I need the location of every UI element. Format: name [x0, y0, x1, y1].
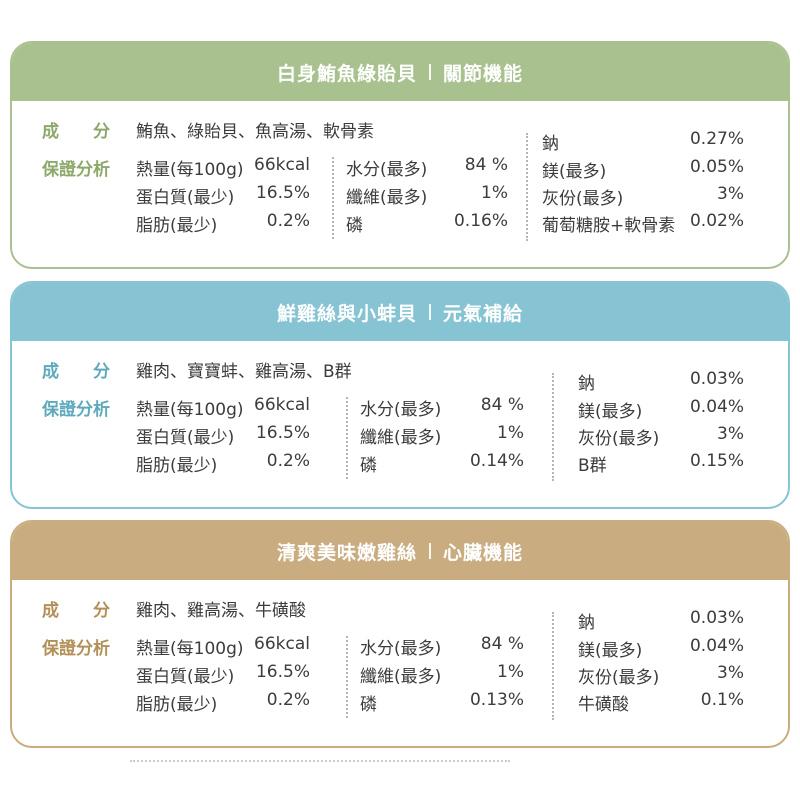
- nutrient-value: 0.05%: [689, 157, 744, 177]
- ingredients-text: 雞肉、寶寶蚌、雞高湯、B群: [136, 362, 352, 382]
- nutrient-value: 84 %: [480, 395, 524, 415]
- nutrient-value: 0.2%: [266, 211, 310, 231]
- nutrient-value: 3%: [717, 424, 744, 444]
- analysis-label: 保證分析: [42, 639, 110, 659]
- nutrient-value: 3%: [717, 663, 744, 683]
- product-title: 鮮雞絲與小蚌貝: [276, 302, 417, 325]
- nutrient-value: 0.13%: [469, 690, 524, 710]
- nutrient-name: 水分(最多): [360, 400, 442, 420]
- nutrient-value: 0.03%: [689, 608, 744, 628]
- nutrient-name: 磷: [346, 216, 363, 236]
- nutrient-value: 0.02%: [689, 211, 744, 231]
- nutrient-name: 熱量(每100g): [136, 400, 244, 420]
- nutrient-name: 葡萄糖胺+軟骨素: [542, 216, 676, 236]
- nutrient-name: 鈉: [578, 613, 595, 633]
- card-header: 白身鮪魚綠貽貝 關節機能: [12, 43, 788, 101]
- nutrient-name: 熱量(每100g): [136, 160, 244, 180]
- product-card-tuna-mussel: 白身鮪魚綠貽貝 關節機能 成 分 鮪魚、綠貽貝、魚高湯、軟骨素 保證分析 熱量(…: [10, 41, 790, 269]
- nutrient-value: 66kcal: [254, 155, 310, 175]
- card-body: 成 分 雞肉、雞高湯、牛磺酸 保證分析 熱量(每100g) 66kcal 蛋白質…: [12, 580, 788, 746]
- nutrient-name: 灰份(最多): [542, 189, 624, 209]
- ingredients-text: 鮪魚、綠貽貝、魚高湯、軟骨素: [136, 122, 374, 142]
- nutrient-name: 蛋白質(最少): [136, 667, 235, 687]
- title-divider: [429, 64, 431, 80]
- card-body: 成 分 雞肉、寶寶蚌、雞高湯、B群 保證分析 熱量(每100g) 66kcal …: [12, 341, 788, 507]
- card-body: 成 分 鮪魚、綠貽貝、魚高湯、軟骨素 保證分析 熱量(每100g) 66kcal…: [12, 101, 788, 267]
- nutrient-name: 牛磺酸: [578, 695, 629, 715]
- nutrient-name: 水分(最多): [360, 639, 442, 659]
- nutrient-value: 0.2%: [266, 451, 310, 471]
- nutrient-name: 蛋白質(最少): [136, 428, 235, 448]
- nutrient-value: 0.15%: [689, 451, 744, 471]
- nutrient-name: 脂肪(最少): [136, 456, 218, 476]
- nutrient-name: 脂肪(最少): [136, 216, 218, 236]
- column-divider: [346, 397, 348, 479]
- title-divider: [429, 304, 431, 320]
- nutrient-name: 鈉: [578, 374, 595, 394]
- nutrient-value: 66kcal: [254, 395, 310, 415]
- nutrient-name: 水分(最多): [346, 160, 428, 180]
- ingredients-label: 成 分: [42, 362, 110, 382]
- nutrient-name: 熱量(每100g): [136, 639, 244, 659]
- nutrient-name: 灰份(最多): [578, 429, 660, 449]
- ingredients-text: 雞肉、雞高湯、牛磺酸: [136, 601, 306, 621]
- analysis-label: 保證分析: [42, 160, 110, 180]
- nutrient-name: 蛋白質(最少): [136, 188, 235, 208]
- nutrient-value: 0.1%: [700, 690, 744, 710]
- nutrient-name: 纖維(最多): [346, 188, 428, 208]
- nutrient-name: 磷: [360, 456, 377, 476]
- nutrient-value: 3%: [717, 184, 744, 204]
- nutrient-name: 纖維(最多): [360, 428, 442, 448]
- nutrient-name: 磷: [360, 695, 377, 715]
- product-card-chicken-clam: 鮮雞絲與小蚌貝 元氣補給 成 分 雞肉、寶寶蚌、雞高湯、B群 保證分析 熱量(每…: [10, 281, 790, 509]
- nutrient-name: 脂肪(最少): [136, 695, 218, 715]
- card-header: 清爽美味嫩雞絲 心臟機能: [12, 522, 788, 580]
- cropped-footer-text: [130, 760, 510, 766]
- product-function: 元氣補給: [443, 302, 524, 325]
- nutrient-value: 1%: [497, 423, 524, 443]
- product-function: 關節機能: [443, 62, 524, 85]
- nutrient-value: 16.5%: [255, 183, 310, 203]
- column-divider: [526, 133, 528, 241]
- ingredients-label: 成 分: [42, 601, 110, 621]
- product-card-chicken-shred: 清爽美味嫩雞絲 心臟機能 成 分 雞肉、雞高湯、牛磺酸 保證分析 熱量(每100…: [10, 520, 790, 748]
- nutrient-name: 鎂(最多): [578, 402, 643, 422]
- nutrient-value: 0.16%: [453, 211, 508, 231]
- nutrient-value: 0.2%: [266, 690, 310, 710]
- card-header: 鮮雞絲與小蚌貝 元氣補給: [12, 283, 788, 341]
- nutrient-value: 0.04%: [689, 397, 744, 417]
- product-title: 白身鮪魚綠貽貝: [276, 62, 417, 85]
- nutrient-value: 66kcal: [254, 634, 310, 654]
- nutrient-name: 鈉: [542, 134, 559, 154]
- nutrient-name: B群: [578, 456, 607, 476]
- nutrient-value: 0.03%: [689, 369, 744, 389]
- product-title: 清爽美味嫩雞絲: [276, 541, 417, 564]
- nutrient-name: 纖維(最多): [360, 667, 442, 687]
- product-function: 心臟機能: [443, 541, 524, 564]
- nutrient-value: 1%: [497, 662, 524, 682]
- analysis-label: 保證分析: [42, 400, 110, 420]
- nutrient-value: 1%: [481, 183, 508, 203]
- column-divider: [346, 636, 348, 718]
- nutrient-name: 鎂(最多): [578, 641, 643, 661]
- nutrient-value: 16.5%: [255, 662, 310, 682]
- nutrient-name: 灰份(最多): [578, 668, 660, 688]
- nutrient-value: 84 %: [480, 634, 524, 654]
- nutrient-value: 0.04%: [689, 636, 744, 656]
- nutrient-name: 鎂(最多): [542, 162, 607, 182]
- nutrient-value: 84 %: [464, 155, 508, 175]
- nutrient-value: 0.27%: [689, 129, 744, 149]
- column-divider: [552, 373, 554, 481]
- column-divider: [332, 157, 334, 239]
- column-divider: [552, 612, 554, 720]
- title-divider: [429, 543, 431, 559]
- nutrient-value: 0.14%: [469, 451, 524, 471]
- ingredients-label: 成 分: [42, 122, 110, 142]
- nutrient-value: 16.5%: [255, 423, 310, 443]
